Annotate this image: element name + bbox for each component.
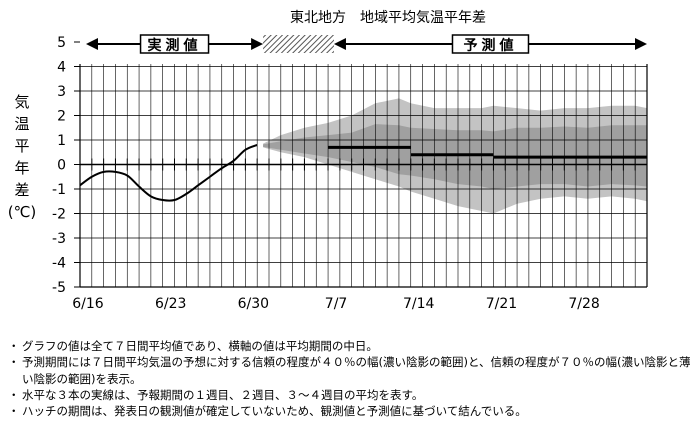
y-tick-label: 0 [57,158,66,174]
x-tick-label: 6/23 [155,296,186,312]
temperature-anomaly-chart: 東北地方 地域平均気温平年差 実測値 予測値 5 4 3 2 1 0 -1 -2 -3 -4 -5 6/… [8,10,648,312]
y-axis-label-char: 温 [14,115,29,133]
y-axis-label-char: 年 [14,159,29,177]
y-tick-label: 1 [57,133,66,149]
x-tick-label: 7/14 [403,296,435,312]
forecast-arrow-right [635,38,647,50]
forecast-label: 予測値 [463,37,517,54]
chart-title: 東北地方 地域平均気温平年差 [290,10,486,26]
y-tick-label: 3 [57,84,66,100]
forecast-arrow-left [333,38,346,50]
note-text: ハッチの期間は、発表日の観測値が確定していないため、観測値と予測値に基づいて結ん… [22,404,527,419]
x-tick-label: 6/16 [72,296,104,312]
y-tick-label: 2 [57,109,66,125]
notes: ・グラフの値は全て７日間平均値であり、横軸の値は平均期間の中日。・予測期間には７… [8,338,698,419]
y-tick-label: -1 [52,182,66,198]
observed-label: 実測値 [148,37,202,54]
observed-line [80,143,258,202]
y-axis-label-char: (℃) [8,203,37,221]
note-item: ・ハッチの期間は、発表日の観測値が確定していないため、観測値と予測値に基づいて結… [8,403,698,419]
note-text: 水平な３本の実線は、予報期間の１週目、２週目、３～４週目の平均を表す。 [22,387,424,402]
observed-arrow-left [86,38,98,50]
note-bullet: ・ [8,387,20,402]
grid-lines [80,64,647,287]
note-item: ・予測期間には７日間平均気温の予想に対する信頼の程度が４０％の幅(濃い陰影の範囲… [8,354,698,387]
y-axis-label-char: 差 [14,181,29,199]
note-text: グラフの値は全て７日間平均値であり、横軸の値は平均期間の中日。 [22,339,378,353]
y-tick-label: -2 [52,207,66,223]
observed-arrow-right [251,38,264,50]
y-tick-label: -3 [52,231,66,247]
x-tick-label: 7/21 [486,296,517,312]
note-item: ・水平な３本の実線は、予報期間の１週目、２週目、３～４週目の平均を表す。 [8,387,698,403]
observed-label-box [139,34,210,54]
y-tick-label: 4 [57,60,66,76]
y-axis-label: 気温平年差 (℃) [8,93,37,221]
note-item: ・グラフの値は全て７日間平均値であり、横軸の値は平均期間の中日。 [8,338,698,354]
y-tick-label: 5 [57,35,66,51]
forecast-label-box [451,34,530,54]
x-tick-label: 7/7 [325,296,348,312]
axes: 5 4 3 2 1 0 -1 -2 -3 -4 -5 6/16 6/23 6/30 7/7 7/14 7/21 7… [52,35,648,312]
hatch-period [263,35,334,53]
y-tick-label: -4 [52,256,66,272]
note-bullet: ・ [8,355,20,370]
y-axis-label-char: 気 [14,93,29,111]
period-bar: 実測値 予測値 [86,34,647,54]
note-bullet: ・ [8,339,20,353]
note-bullet: ・ [8,404,20,419]
x-tick-label: 6/30 [238,296,269,312]
y-axis-label-char: 平 [14,137,29,155]
x-tick-label: 7/28 [568,296,599,312]
series [80,143,647,202]
note-text: 予測期間には７日間平均気温の予想に対する信頼の程度が４０％の幅(濃い陰影の範囲)… [22,355,691,386]
y-tick-label: -5 [52,280,66,296]
